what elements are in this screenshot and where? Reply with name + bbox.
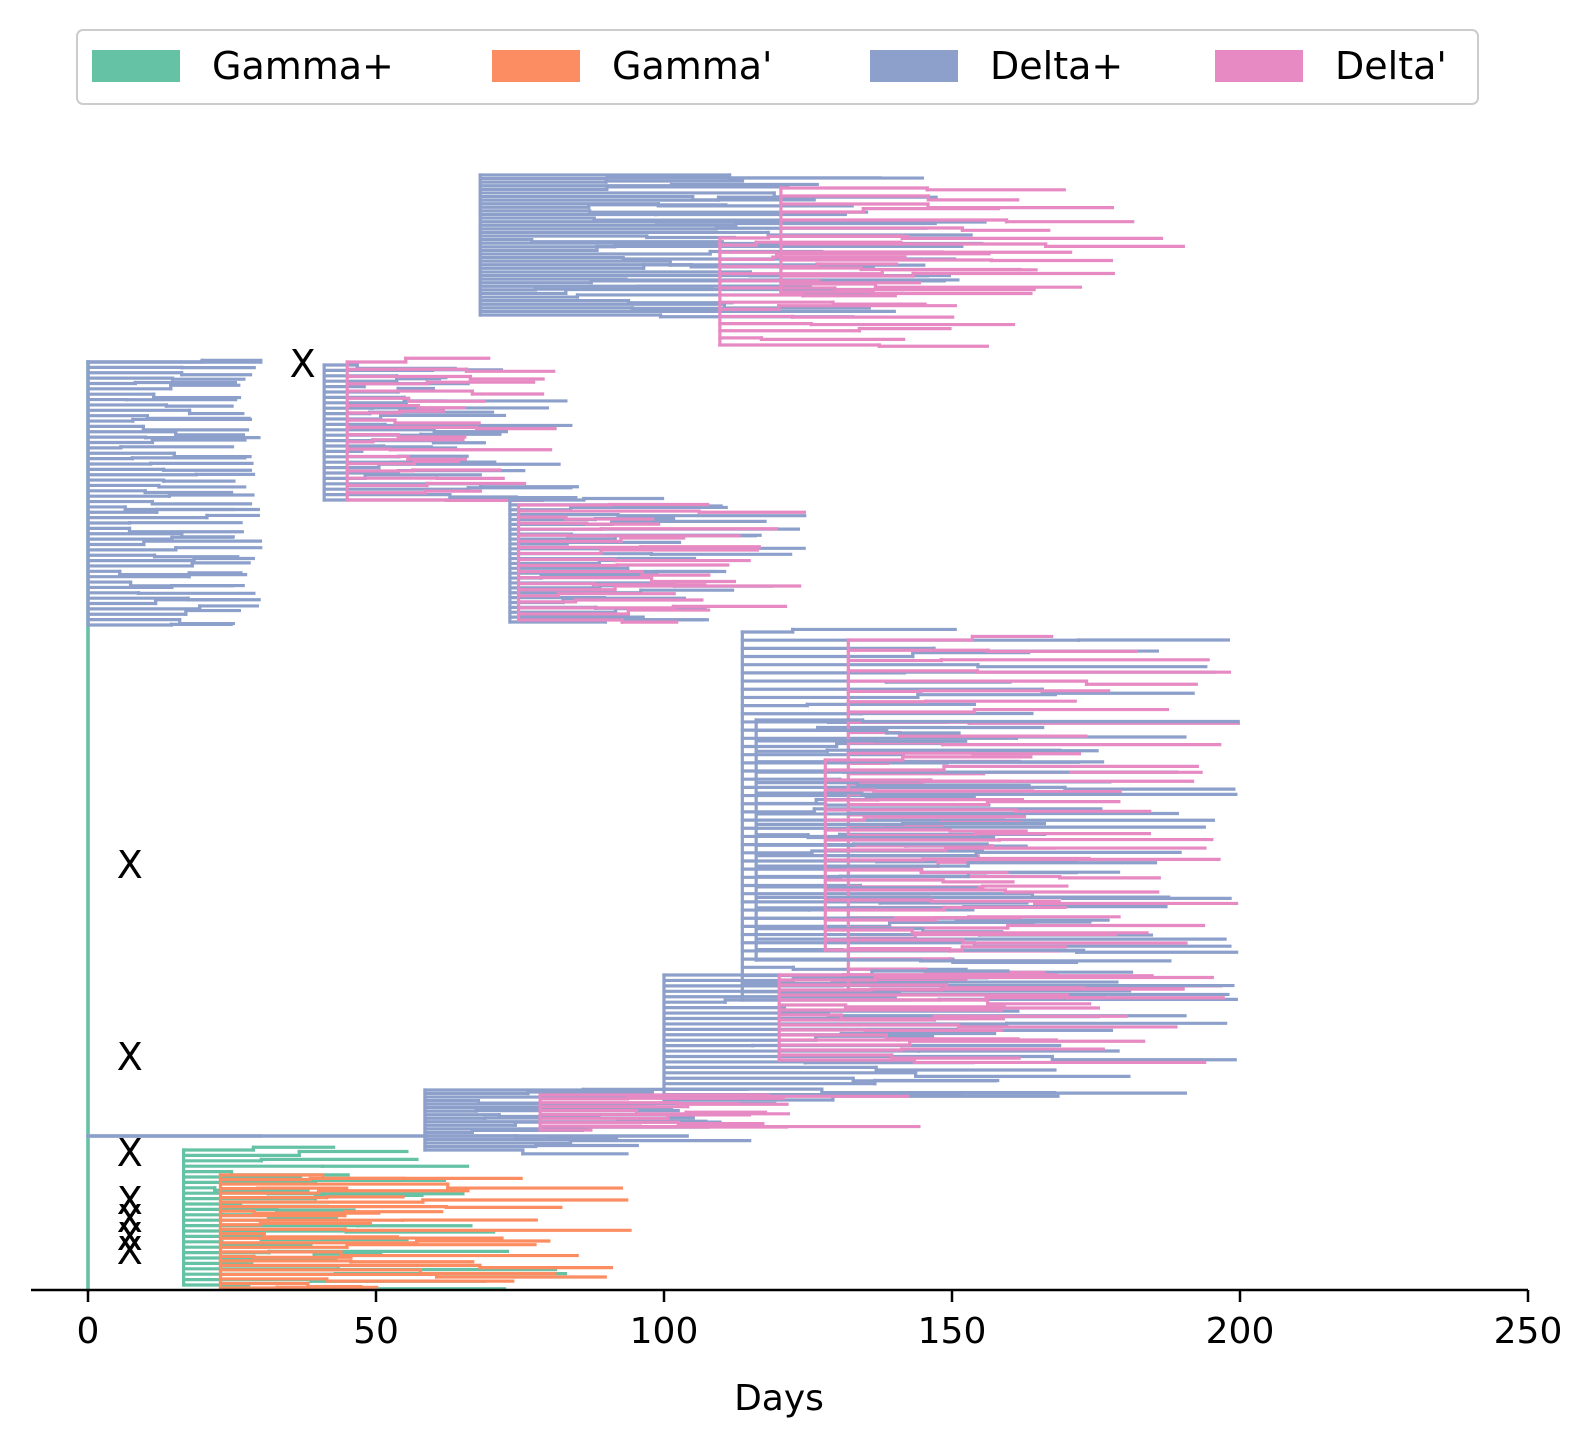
event-marker-4: X [117,1179,143,1223]
legend-label-0: Gamma+ [212,44,394,88]
event-marker-2: X [117,1035,143,1079]
legend-swatch-0 [92,50,180,82]
event-marker-0: X [290,342,316,386]
legend-label-3: Delta' [1335,44,1447,88]
tree-branches [86,173,1240,1292]
x-tick-label-100: 100 [630,1311,699,1352]
legend-frame [76,29,1479,105]
x-tick-label-150: 150 [918,1311,987,1352]
event-marker-1: X [117,843,143,887]
legend: Gamma+ Gamma' Delta+ Delta' [76,29,1479,105]
event-marker-6: X [117,1215,143,1259]
event-marker-7: X [117,1229,143,1273]
x-axis: 0 50 100 150 200 250 [31,1288,1563,1352]
legend-label-1: Gamma' [612,44,773,88]
x-tick-label-250: 250 [1494,1311,1563,1352]
legend-swatch-2 [870,50,958,82]
legend-swatch-3 [1215,50,1303,82]
legend-label-2: Delta+ [990,44,1123,88]
event-marker-3: X [117,1131,143,1175]
event-marker-5: X [117,1197,143,1241]
x-tick-label-200: 200 [1206,1311,1275,1352]
legend-swatch-1 [492,50,580,82]
x-axis-label: Days [734,1378,824,1419]
x-tick-label-50: 50 [353,1311,399,1352]
x-tick-label-0: 0 [77,1311,100,1352]
